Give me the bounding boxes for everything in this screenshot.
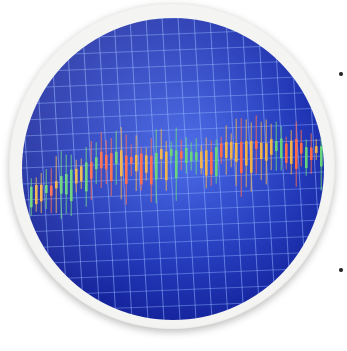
stock-chart-photo [22, 18, 324, 320]
bullet-dot-bottom [339, 268, 343, 272]
bullet-dot-top [339, 72, 343, 76]
screen-glare [22, 18, 324, 320]
stock-chart-illustration [22, 18, 324, 320]
